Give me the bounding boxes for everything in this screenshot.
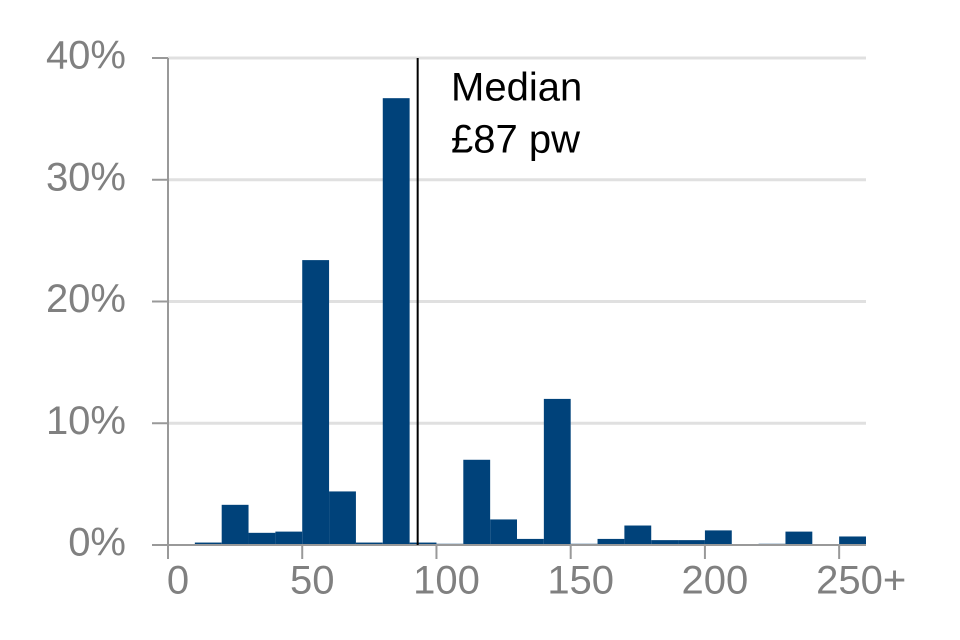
bar <box>517 538 544 545</box>
x-tick-label: 100 <box>413 559 480 603</box>
x-tick-label: 200 <box>682 559 749 603</box>
y-tick-label: 20% <box>46 277 126 321</box>
bar <box>302 260 330 545</box>
bar <box>194 542 222 545</box>
bar <box>839 536 866 545</box>
x-tick-label: 0 <box>167 559 189 603</box>
bar <box>221 504 249 545</box>
bar <box>704 530 732 545</box>
bar <box>329 491 356 545</box>
annotation: Median <box>451 66 582 110</box>
bar <box>785 531 813 545</box>
bar <box>409 542 437 545</box>
bar <box>651 540 679 545</box>
x-tick-label: 150 <box>547 559 614 603</box>
x-tick-label: 50 <box>290 559 335 603</box>
y-tick-label: 0% <box>68 521 126 565</box>
bar <box>248 532 276 545</box>
y-tick-label: 10% <box>46 399 126 443</box>
bar <box>275 531 303 545</box>
bar <box>543 398 571 545</box>
x-tick-label: 250+ <box>816 559 906 603</box>
bar <box>678 540 705 545</box>
bar <box>597 538 625 545</box>
bar <box>490 519 517 545</box>
bar <box>463 459 491 545</box>
y-tick-label: 40% <box>46 34 126 78</box>
bar <box>624 525 652 545</box>
bar <box>382 98 410 546</box>
bar <box>355 542 383 545</box>
y-tick-label: 30% <box>46 155 126 199</box>
annotation: £87 pw <box>451 118 580 162</box>
